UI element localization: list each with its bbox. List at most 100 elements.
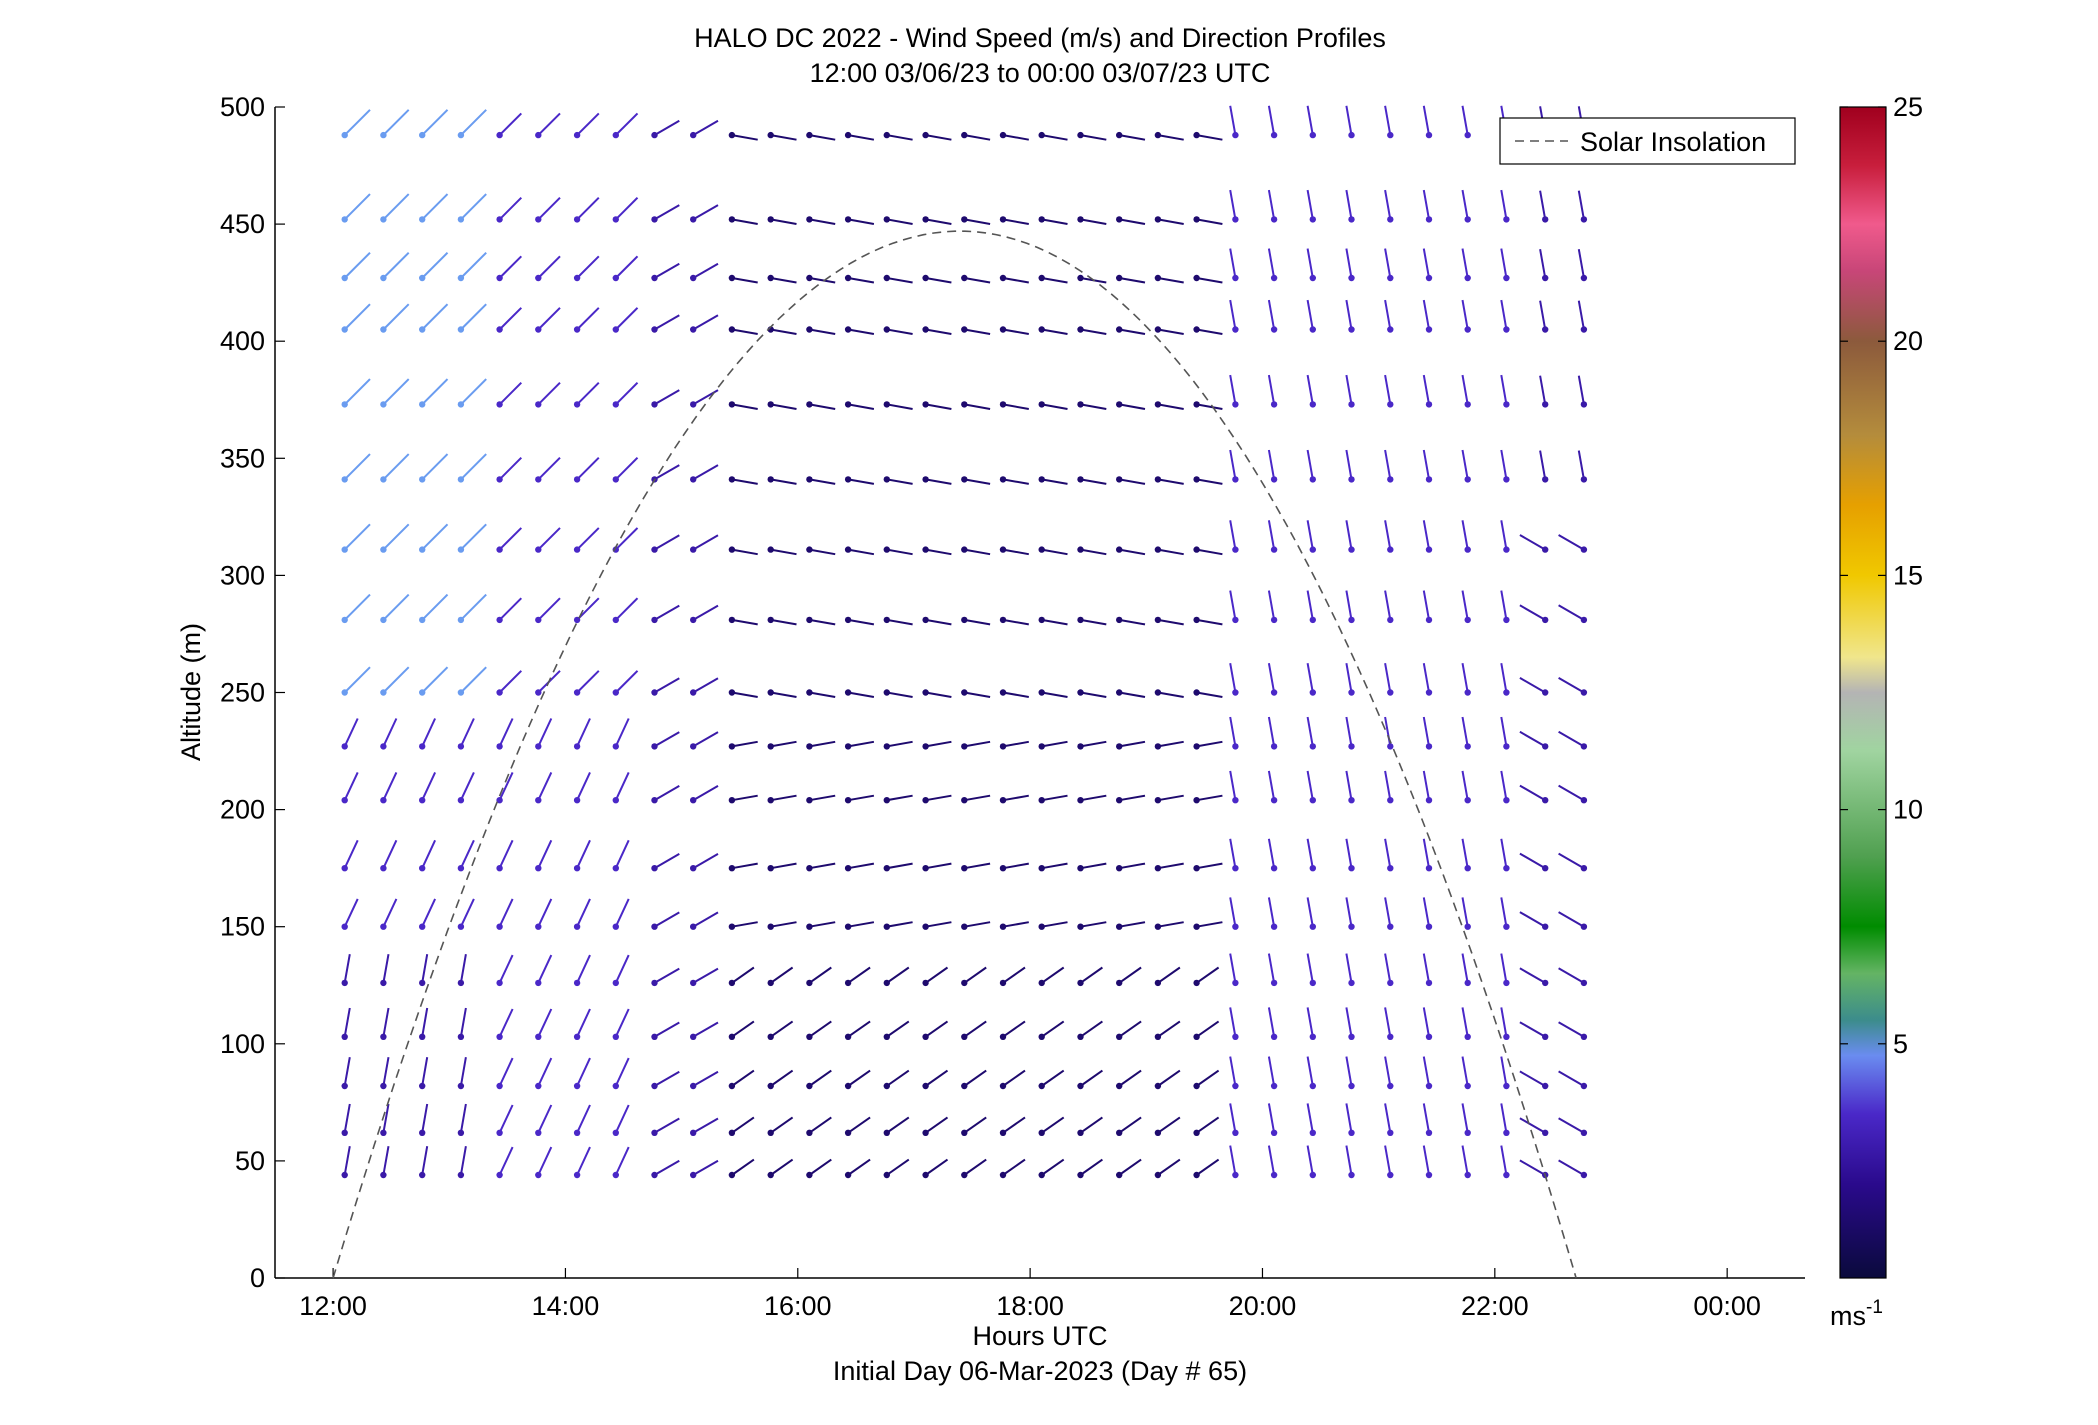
wind-barb-stem	[1157, 1158, 1181, 1176]
wind-barb-stem	[692, 534, 719, 551]
wind-barb-stem	[1229, 1103, 1237, 1133]
wind-barb-dot	[573, 616, 581, 624]
wind-barb-dot	[961, 979, 968, 987]
x-axis-label: Hours UTC	[972, 1321, 1107, 1351]
wind-barb-dot	[535, 1082, 542, 1090]
wind-barb-stem	[1267, 1103, 1276, 1133]
wind-barb-stem	[1229, 105, 1237, 136]
wind-barb-dot	[419, 979, 426, 987]
wind-barb-dot	[922, 616, 929, 624]
wind-barb-dot	[690, 865, 697, 872]
wind-barb-stem	[1002, 548, 1029, 556]
wind-barb-stem	[498, 1104, 514, 1134]
wind-barb-stem	[1519, 911, 1546, 928]
wind-barb-stem	[809, 403, 836, 410]
wind-barb-dot	[612, 1033, 619, 1041]
wind-barb-dot	[341, 1171, 348, 1179]
wind-barb-dot	[922, 865, 929, 872]
wind-barb-stem	[421, 593, 449, 621]
wind-barb-dot	[573, 689, 581, 696]
wind-barb-stem	[1306, 299, 1314, 330]
wind-barb-dot	[341, 326, 348, 333]
wind-barb-dot	[535, 274, 542, 282]
wind-barb-stem	[1196, 277, 1223, 284]
wind-barb-dot	[1116, 1033, 1123, 1041]
wind-barb-stem	[731, 1116, 755, 1134]
wind-barb-dot	[457, 1033, 465, 1041]
wind-barb-stem	[963, 1069, 987, 1087]
wind-barb-dot	[612, 616, 619, 624]
wind-barb-stem	[1267, 663, 1276, 693]
wind-barb-dot	[690, 216, 697, 223]
wind-barb-dot	[341, 797, 348, 804]
wind-barb-stem	[1041, 794, 1068, 802]
wind-barb-stem	[886, 1020, 910, 1038]
wind-barb-dot	[496, 401, 503, 408]
wind-barb-dot	[1077, 689, 1084, 696]
wind-barb-stem	[886, 794, 913, 802]
wind-barb-stem	[1461, 520, 1469, 550]
wind-barb-dot	[1425, 1129, 1433, 1137]
wind-barb-stem	[1196, 618, 1223, 626]
wind-barb-dot	[419, 1129, 426, 1137]
wind-barb-stem	[576, 1008, 591, 1038]
wind-barb-stem	[498, 670, 523, 694]
wind-barb-stem	[809, 740, 836, 748]
wind-barb-dot	[806, 923, 813, 930]
wind-barb-dot	[844, 476, 852, 483]
colorbar-unit-exp: -1	[1866, 1297, 1883, 1318]
wind-barb-dot	[1387, 216, 1394, 223]
wind-barb-stem	[498, 381, 523, 406]
wind-barb-dot	[1270, 131, 1278, 139]
wind-barb-dot	[535, 743, 542, 750]
legend: Solar Insolation	[1499, 117, 1796, 165]
wind-barb-stem	[382, 453, 410, 481]
wind-barb-stem	[654, 785, 680, 802]
wind-barb-stem	[1119, 277, 1146, 284]
wind-barb-dot	[728, 616, 736, 624]
wind-barb-dot	[1038, 923, 1045, 930]
wind-barb-dot	[1116, 1171, 1123, 1179]
wind-barb-dot	[496, 131, 503, 139]
wind-barb-dot	[1077, 216, 1084, 223]
wind-barb-stem	[1196, 1116, 1220, 1134]
wind-barb-stem	[692, 731, 719, 748]
wind-barb-stem	[731, 328, 758, 335]
wind-barb-dot	[728, 923, 736, 930]
wind-barb-stem	[1519, 852, 1546, 870]
wind-barb-dot	[1542, 1033, 1549, 1041]
wind-barb-stem	[808, 1158, 832, 1176]
wind-barb-stem	[1500, 1007, 1508, 1037]
wind-barb-stem	[925, 740, 952, 748]
wind-barb-stem	[1229, 716, 1237, 747]
colorbar-tick-label: 15	[1893, 560, 1923, 590]
wind-barb-stem	[537, 456, 561, 481]
wind-barb-stem	[1306, 663, 1314, 693]
wind-barb-dot	[496, 865, 503, 872]
wind-barb-stem	[886, 862, 913, 870]
wind-barb-stem	[809, 277, 836, 284]
wind-barb-stem	[964, 328, 991, 335]
wind-barb-dot	[1309, 546, 1317, 553]
wind-barb-dot	[419, 865, 426, 872]
wind-barb-dot	[767, 216, 774, 223]
wind-barb-stem	[537, 307, 561, 331]
wind-barb-stem	[1267, 1145, 1276, 1176]
wind-barb-stem	[847, 862, 875, 870]
wind-barb-dot	[999, 616, 1007, 624]
wind-barb-stem	[1422, 663, 1430, 693]
wind-barb-dot	[1232, 131, 1239, 139]
wind-barb-stem	[731, 794, 758, 802]
wind-barb-dot	[1503, 1033, 1510, 1041]
wind-barb-dot	[651, 1171, 658, 1179]
wind-barb-dot	[844, 401, 852, 408]
wind-barb-stem	[1306, 189, 1314, 220]
wind-barb-dot	[1154, 274, 1162, 282]
wind-barb-stem	[498, 839, 514, 869]
wind-barb-stem	[460, 251, 487, 279]
wind-barb-stem	[847, 548, 875, 556]
wind-barb-stem	[343, 898, 359, 928]
wind-barb-dot	[922, 1171, 929, 1179]
wind-barb-stem	[1422, 449, 1430, 480]
wind-barb-dot	[961, 865, 968, 872]
